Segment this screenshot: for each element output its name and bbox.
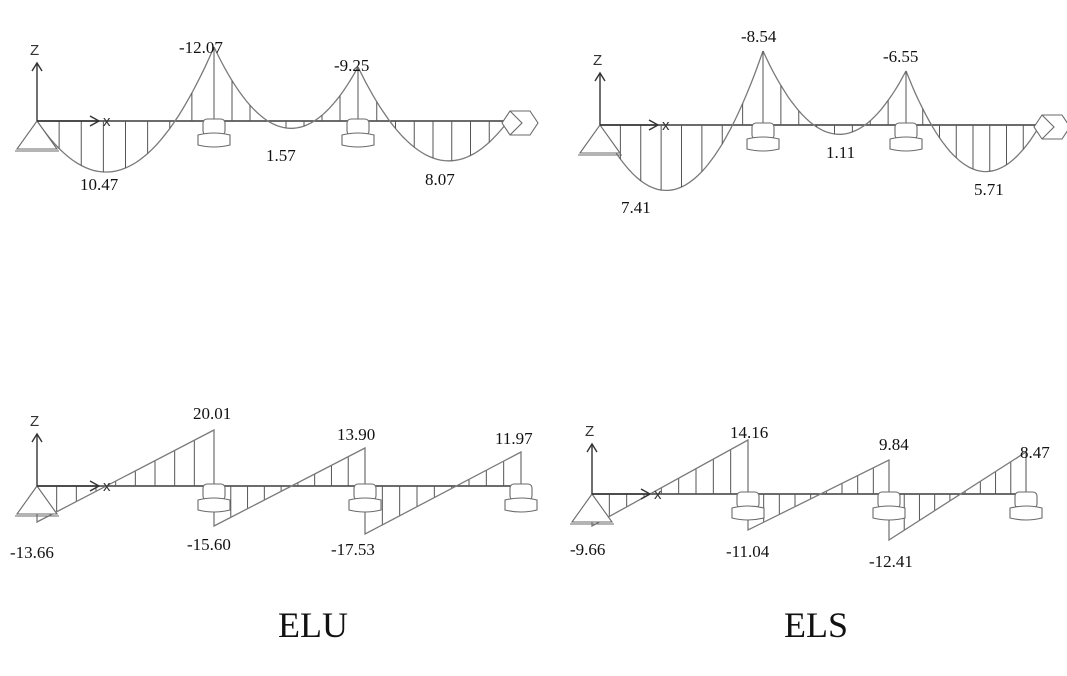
roller-support-base [872, 505, 906, 521]
moment-elu-span3-value: 8.07 [425, 170, 455, 189]
shear-els-left-end-value: -9.66 [570, 540, 605, 559]
pinned-support-icon [578, 124, 622, 154]
roller-support-base [731, 505, 765, 521]
pinned-support-icon [570, 493, 614, 523]
z-axis-arrow-icon [31, 432, 43, 443]
shear-elu-support2-left-value: 13.90 [337, 425, 375, 444]
shear-outline [36, 428, 522, 536]
z-axis-arrow-icon [31, 61, 43, 72]
end-support-detail [509, 110, 523, 136]
moment-els-span2-value: 1.11 [826, 143, 855, 162]
caption-els: ELS [784, 605, 848, 645]
shear-outline [591, 438, 1027, 542]
shear-els-support2-left-value: 9.84 [879, 435, 909, 454]
moment-els-span3-value: 5.71 [974, 180, 1004, 199]
moment-elu-support2-value: -9.25 [334, 56, 369, 75]
pinned-support-icon [15, 120, 59, 150]
x-axis-label: x [654, 486, 662, 503]
moment-els-support1-value: -8.54 [741, 27, 777, 46]
shear-els-support1-left-value: 14.16 [730, 423, 768, 442]
z-axis-label: Z [30, 42, 39, 59]
shear-elu-support1-left-value: 20.01 [193, 404, 231, 423]
x-axis-arrow-icon [89, 480, 101, 492]
shear-elu-support2-right-value: -17.53 [331, 540, 375, 559]
z-axis-label: Z [593, 52, 602, 69]
shear-elu-support1-right-value: -15.60 [187, 535, 231, 554]
roller-support-base [197, 497, 231, 513]
shear-elu-right-end-value: 11.97 [495, 429, 533, 448]
caption-elu: ELU [278, 605, 348, 645]
moment-els-span1-value: 7.41 [621, 198, 651, 217]
x-axis-arrow-icon [648, 119, 660, 131]
z-axis-label: Z [30, 413, 39, 430]
roller-support-base [504, 497, 538, 513]
x-axis-arrow-icon [640, 488, 652, 500]
shear-els-right-end-value: 8.47 [1020, 443, 1050, 462]
roller-support-base [889, 136, 923, 152]
moment-els-support2-value: -6.55 [883, 47, 918, 66]
moment-elu-span1-value: 10.47 [80, 175, 119, 194]
roller-support-base [1009, 505, 1043, 521]
end-support-detail [1041, 114, 1055, 140]
x-axis-label: x [662, 117, 670, 134]
shear-diagram-elu: Zx [15, 413, 538, 536]
z-axis-arrow-icon [594, 71, 606, 82]
roller-support-base [348, 497, 382, 513]
z-axis-arrow-icon [586, 442, 598, 453]
moment-elu-support1-value: -12.07 [179, 38, 223, 57]
shear-diagram-els: Zx [570, 423, 1043, 542]
shear-els-support2-right-value: -12.41 [869, 552, 913, 571]
roller-support-base [341, 132, 375, 148]
moment-diagram-els: Zx [578, 50, 1067, 192]
shear-elu-left-end-value: -13.66 [10, 543, 54, 562]
roller-support-base [746, 136, 780, 152]
moment-elu-span2-value: 1.57 [266, 146, 296, 165]
moment-diagram-elu: Zx [15, 42, 539, 173]
x-axis-label: x [103, 478, 111, 495]
shear-els-support1-right-value: -11.04 [726, 542, 770, 561]
x-axis-arrow-icon [89, 115, 101, 127]
pinned-support-icon [15, 485, 59, 515]
roller-support-base [197, 132, 231, 148]
x-axis-label: x [103, 113, 111, 130]
z-axis-label: Z [585, 423, 594, 440]
